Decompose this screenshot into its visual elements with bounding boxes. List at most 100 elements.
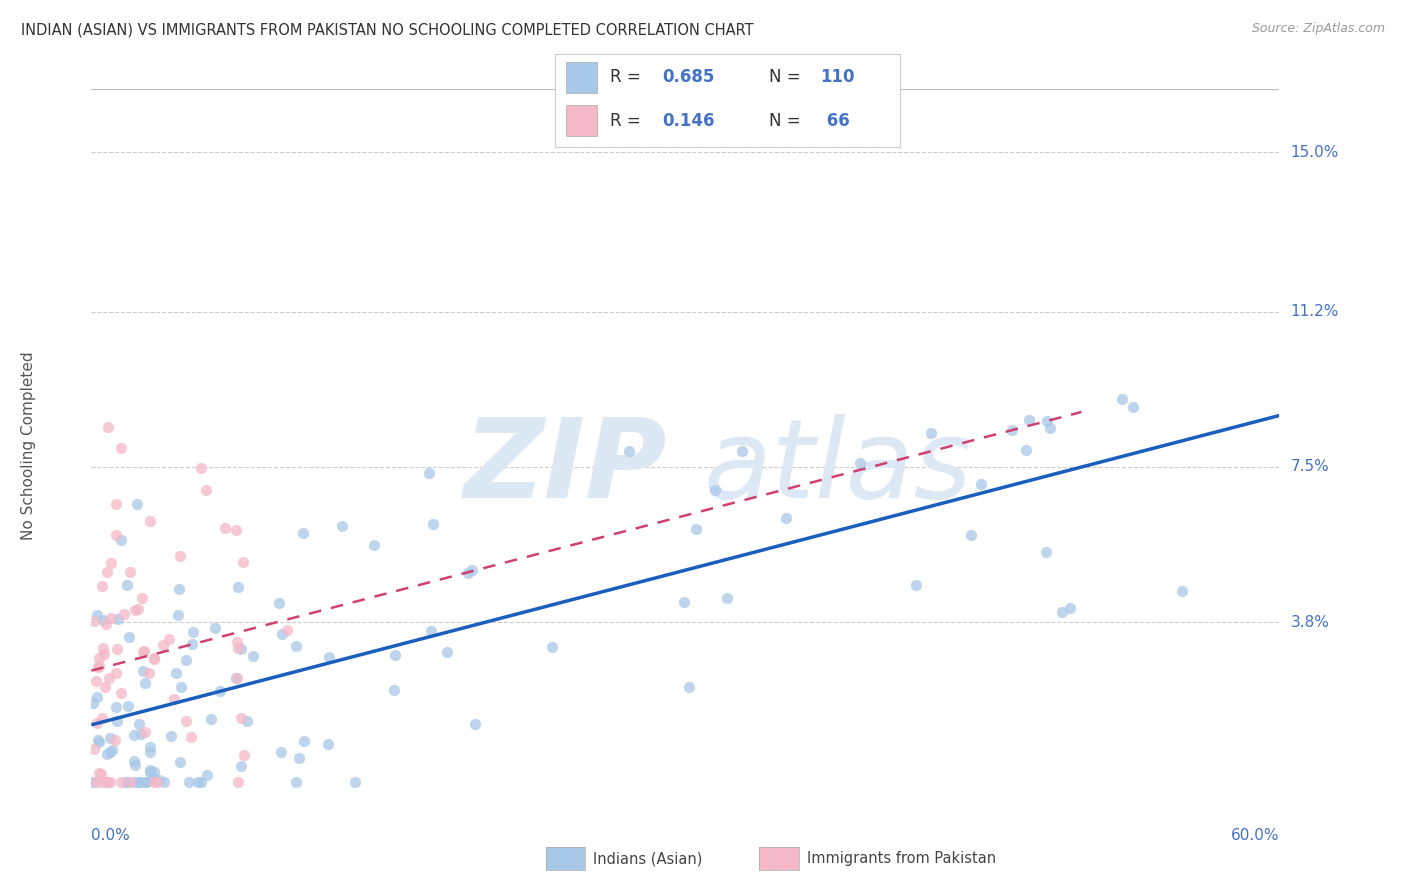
- Point: [128, 716, 150, 731]
- Bar: [565, 105, 596, 136]
- Point: [83, 741, 105, 756]
- Point: [678, 680, 700, 694]
- Point: [436, 644, 458, 658]
- Point: [1035, 545, 1057, 559]
- Point: [457, 566, 479, 580]
- Point: [233, 748, 256, 763]
- Point: [117, 774, 139, 789]
- Point: [242, 649, 264, 664]
- Point: [160, 729, 183, 743]
- Point: [82, 774, 104, 789]
- Point: [187, 774, 209, 789]
- Text: N =: N =: [769, 68, 806, 86]
- Point: [276, 623, 298, 637]
- Point: [138, 665, 160, 680]
- Point: [142, 651, 165, 665]
- Point: [100, 556, 122, 570]
- Point: [267, 596, 290, 610]
- Point: [229, 642, 252, 657]
- Text: R =: R =: [610, 68, 647, 86]
- Point: [174, 714, 197, 729]
- Point: [120, 565, 142, 579]
- Point: [970, 476, 993, 491]
- Point: [163, 692, 186, 706]
- Point: [152, 638, 174, 652]
- Text: 0.0%: 0.0%: [91, 828, 131, 843]
- Point: [226, 635, 249, 649]
- Point: [91, 579, 114, 593]
- Point: [93, 647, 115, 661]
- Point: [214, 521, 236, 535]
- Point: [190, 774, 212, 789]
- Point: [112, 607, 135, 621]
- Text: 3.8%: 3.8%: [1291, 615, 1330, 630]
- Point: [105, 700, 128, 714]
- Point: [157, 632, 180, 646]
- Point: [1171, 584, 1194, 599]
- Point: [139, 765, 162, 780]
- Text: No Schooling Completed: No Schooling Completed: [21, 351, 37, 541]
- Point: [131, 727, 153, 741]
- Point: [920, 426, 942, 441]
- Point: [110, 533, 132, 548]
- Point: [848, 456, 870, 470]
- Point: [1122, 400, 1144, 414]
- Point: [181, 638, 204, 652]
- Point: [231, 711, 253, 725]
- Bar: [565, 62, 596, 93]
- Point: [142, 771, 165, 785]
- Point: [195, 768, 218, 782]
- Point: [91, 613, 114, 627]
- Point: [292, 734, 315, 748]
- Point: [1059, 600, 1081, 615]
- Point: [127, 497, 149, 511]
- Point: [134, 725, 156, 739]
- Point: [226, 671, 249, 685]
- Point: [132, 664, 155, 678]
- Point: [87, 651, 110, 665]
- Point: [235, 714, 257, 728]
- Point: [127, 601, 149, 615]
- Point: [124, 774, 146, 789]
- Text: INDIAN (ASIAN) VS IMMIGRANTS FROM PAKISTAN NO SCHOOLING COMPLETED CORRELATION CH: INDIAN (ASIAN) VS IMMIGRANTS FROM PAKIST…: [21, 22, 754, 37]
- Point: [94, 680, 117, 694]
- Point: [132, 645, 155, 659]
- Point: [1015, 442, 1038, 457]
- Point: [225, 672, 247, 686]
- Point: [87, 660, 110, 674]
- Point: [110, 774, 132, 789]
- Point: [209, 684, 232, 698]
- Point: [83, 614, 105, 628]
- Point: [90, 766, 112, 780]
- Text: 66: 66: [821, 112, 849, 130]
- Point: [132, 644, 155, 658]
- Point: [143, 774, 166, 789]
- Point: [775, 511, 797, 525]
- Text: 11.2%: 11.2%: [1291, 304, 1339, 319]
- Point: [86, 732, 108, 747]
- Text: N =: N =: [769, 112, 806, 130]
- Point: [98, 774, 121, 789]
- Point: [165, 665, 187, 680]
- Point: [270, 626, 292, 640]
- Point: [90, 774, 112, 789]
- Point: [101, 743, 124, 757]
- Point: [105, 641, 128, 656]
- Point: [124, 758, 146, 772]
- Point: [84, 673, 107, 688]
- Point: [124, 603, 146, 617]
- Point: [86, 690, 108, 704]
- Point: [117, 698, 139, 713]
- Point: [960, 527, 983, 541]
- Point: [91, 641, 114, 656]
- Point: [422, 517, 444, 532]
- Point: [232, 555, 254, 569]
- Point: [122, 728, 145, 742]
- Point: [104, 665, 127, 680]
- Point: [90, 711, 112, 725]
- Point: [1050, 605, 1073, 619]
- Point: [1111, 392, 1133, 406]
- Point: [292, 525, 315, 540]
- Point: [135, 774, 157, 789]
- Point: [139, 739, 162, 754]
